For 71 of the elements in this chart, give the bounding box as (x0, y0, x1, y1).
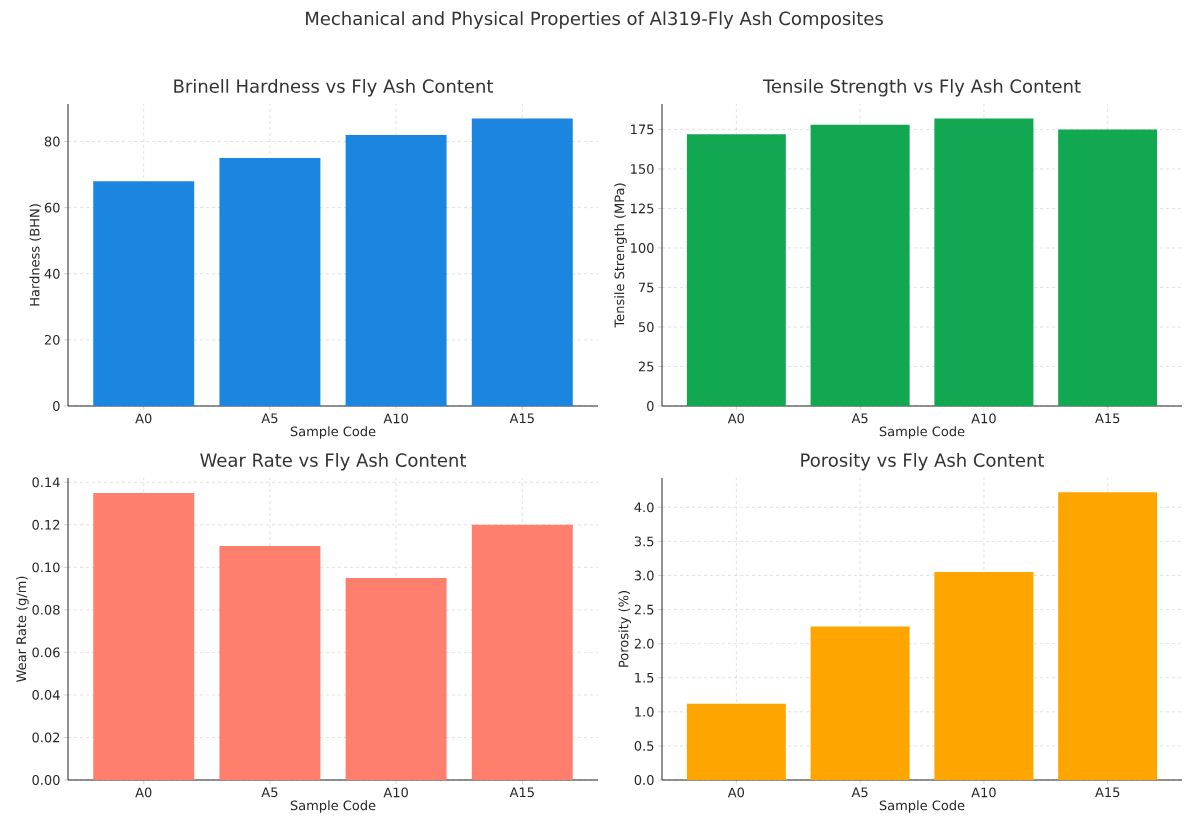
y-tick-label: 4.0 (634, 502, 654, 513)
y-tick-label: 100 (631, 243, 654, 253)
bar (810, 626, 910, 780)
y-tick-label: 0.00 (32, 775, 60, 785)
y-tick-label: 125 (631, 203, 654, 214)
y-axis-title: Porosity (%) (618, 591, 631, 667)
x-tick-label: A5 (851, 787, 868, 798)
x-tick-label: A5 (261, 413, 278, 424)
y-tick-label: 3.5 (634, 536, 654, 547)
bar (345, 134, 447, 406)
y-tick-label: 0.5 (634, 741, 654, 751)
x-tick-label: A5 (851, 413, 868, 424)
y-tick-label: 2.0 (634, 638, 654, 649)
y-axis-title: Tensile Strength (MPa) (614, 183, 627, 328)
y-tick-label: 0.12 (32, 519, 60, 530)
bar (219, 158, 321, 406)
x-tick-label: A0 (135, 787, 152, 798)
y-tick-label: 3.0 (634, 570, 654, 581)
x-tick-label: A15 (509, 787, 534, 798)
x-tick-label: A0 (135, 413, 152, 424)
y-axis-title: Wear Rate (g/m) (16, 576, 29, 683)
y-tick-label: 175 (631, 124, 654, 135)
y-tick-label: 0 (647, 401, 654, 411)
x-tick-label: A0 (727, 787, 745, 798)
x-tick-label: A15 (509, 413, 534, 424)
y-tick-label: 1.0 (635, 706, 654, 717)
y-tick-label: 0.02 (32, 732, 60, 743)
x-tick-label: A10 (971, 413, 996, 424)
chart-title: Tensile Strength vs Fly Ash Content (762, 79, 1081, 97)
bar (686, 703, 786, 780)
bar (345, 577, 447, 780)
bar (1058, 492, 1158, 780)
y-tick-label: 1.5 (635, 672, 654, 683)
y-tick-label: 25 (638, 361, 654, 372)
x-axis-title: Sample Code (879, 800, 965, 813)
y-tick-label: 60 (44, 202, 60, 213)
y-tick-label: 0.08 (32, 604, 60, 615)
bar (934, 572, 1034, 780)
y-tick-label: 0.10 (32, 562, 60, 573)
y-tick-label: 0.06 (32, 647, 60, 658)
y-tick-label: 20 (44, 334, 60, 345)
y-tick-label: 80 (44, 136, 60, 147)
bar (471, 524, 573, 780)
x-tick-label: A10 (971, 787, 996, 798)
x-tick-label: A0 (727, 413, 745, 424)
bar (219, 546, 321, 780)
x-tick-label: A10 (383, 413, 408, 424)
y-tick-label: 0 (53, 401, 60, 411)
chart-title: Porosity vs Fly Ash Content (801, 453, 1045, 471)
x-tick-label: A15 (1095, 413, 1120, 424)
bar (93, 181, 195, 406)
y-axis-title: Hardness (BHN) (29, 204, 42, 306)
x-tick-label: A10 (383, 787, 408, 798)
y-tick-label: 2.5 (634, 604, 654, 615)
bar (93, 492, 195, 780)
x-axis-title: Sample Code (290, 800, 376, 813)
y-tick-label: 0.04 (32, 690, 60, 700)
bar (471, 118, 573, 406)
x-axis-title: Sample Code (879, 426, 965, 439)
text: Mechanical and Physical Properties of Al319-Fly Ash Composites (306, 11, 883, 29)
y-tick-label: 75 (639, 282, 654, 293)
y-tick-label: 40 (44, 268, 60, 279)
chart-title: Wear Rate vs Fly Ash Content (200, 453, 467, 471)
x-tick-label: A15 (1095, 787, 1120, 798)
x-axis-title: Sample Code (290, 426, 376, 439)
y-tick-label: 0.0 (634, 775, 654, 785)
y-tick-label: 150 (631, 164, 654, 174)
y-tick-label: 0.14 (32, 477, 60, 488)
chart-title: Brinell Hardness vs Fly Ash Content (174, 79, 494, 97)
x-tick-label: A5 (261, 787, 278, 798)
y-tick-label: 50 (638, 322, 654, 332)
